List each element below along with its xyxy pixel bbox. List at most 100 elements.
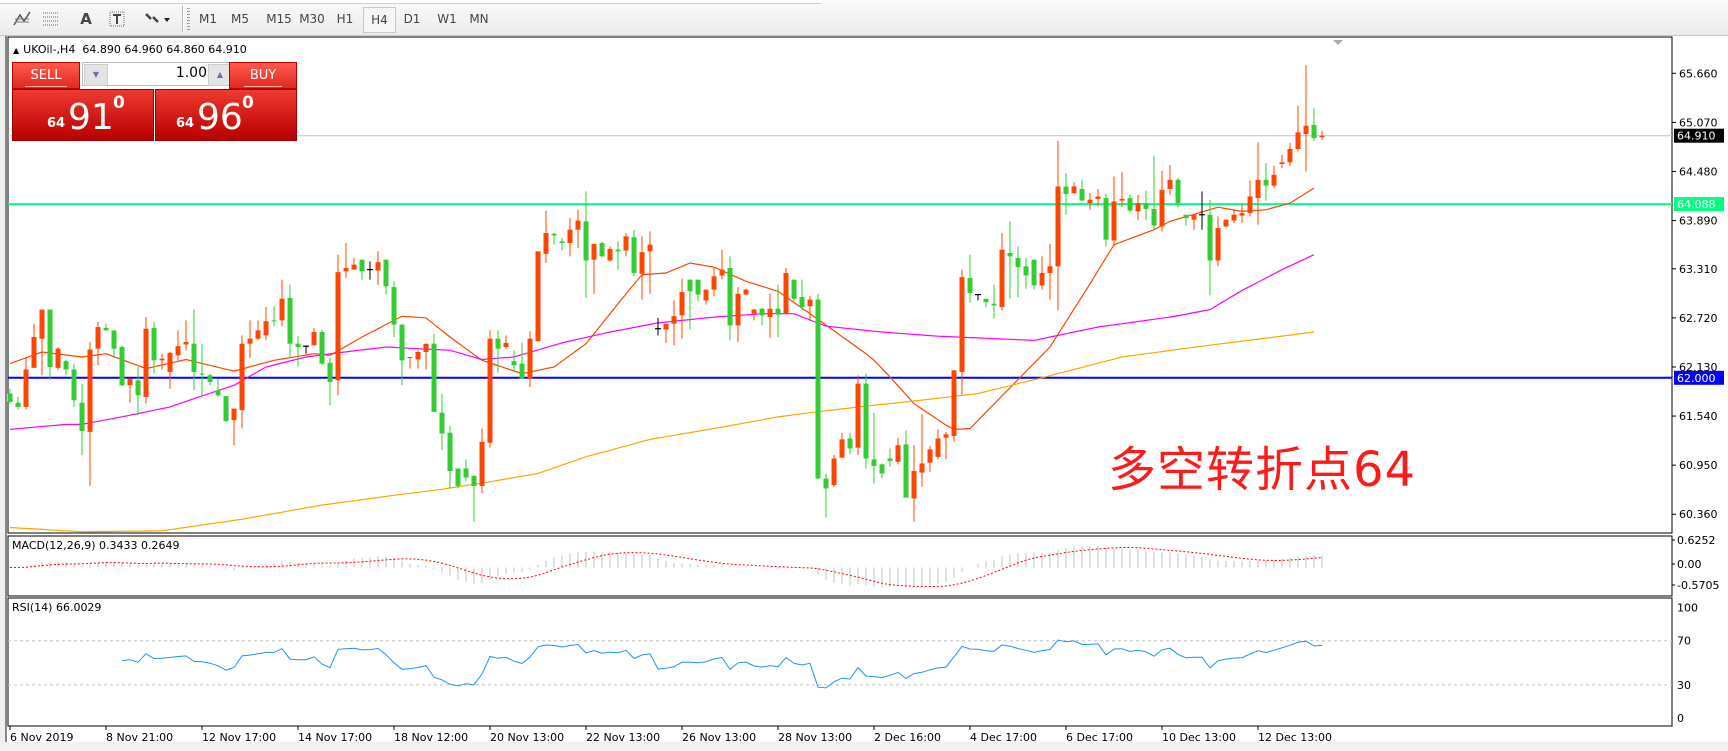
horizontal-level-label: 64.088	[1677, 198, 1716, 211]
horizontal-level-badge	[1674, 370, 1724, 385]
moving-average-ma-mid	[9, 254, 1315, 430]
text-label-icon[interactable]	[108, 9, 126, 29]
time-tick-label: 8 Nov 21:00	[106, 731, 173, 744]
candle-body-bear	[207, 375, 213, 382]
time-tick-label: 26 Nov 13:00	[682, 731, 756, 744]
candle-body-bull	[783, 272, 789, 314]
candle-body-bear	[319, 332, 325, 364]
timeframe-h4[interactable]: H4	[363, 7, 396, 33]
candle-body-bull	[175, 346, 181, 356]
timeframe-m15[interactable]: M15	[266, 12, 292, 26]
toolbar-grip[interactable]	[187, 8, 190, 32]
chart-annotation: 多空转折点64	[1108, 442, 1417, 498]
candle-body-bear	[583, 221, 589, 261]
horizontal-level-badge	[1674, 197, 1724, 212]
candle-body-bull	[423, 343, 429, 353]
candle-body-bull	[831, 458, 837, 486]
buy-button[interactable]: BUY	[229, 62, 297, 89]
candle-body-bull	[1167, 179, 1173, 189]
ohlc-values: 64.890 64.960 64.860 64.910	[82, 43, 247, 56]
text-icon[interactable]: A	[80, 10, 92, 28]
candle-body-bull	[591, 243, 597, 260]
volume-down-icon[interactable]: ▼	[84, 64, 108, 86]
volume-input[interactable]	[109, 64, 211, 82]
candle-body-bear	[815, 299, 821, 479]
main-pane-frame	[7, 36, 1673, 534]
macd-axis-label: -0.5705	[1677, 579, 1719, 592]
candle-body-bull	[1071, 186, 1077, 194]
sell-price-box[interactable]: 64 91 0	[12, 89, 154, 141]
candle-body-bull	[895, 445, 901, 462]
sell-button[interactable]: SELL	[12, 62, 80, 89]
candle-body-bear	[1183, 214, 1189, 219]
candle-body-bear	[991, 303, 997, 306]
candle-body-bull	[927, 449, 933, 463]
timeframe-m1[interactable]: M1	[199, 12, 217, 26]
candle-body-bear	[7, 393, 13, 402]
candle-body-bull	[407, 356, 413, 358]
timeframe-w1[interactable]: W1	[437, 12, 457, 26]
candle-body-bull	[751, 309, 757, 314]
candle-body-bear	[103, 327, 109, 331]
price-tick-label: 65.070	[1679, 116, 1718, 129]
candle-body-bull	[487, 338, 493, 443]
timeframe-mn[interactable]: MN	[469, 12, 489, 26]
candle-body-bull	[1239, 213, 1245, 216]
time-tick-label: 14 Nov 17:00	[298, 731, 372, 744]
candle-body-bull	[1231, 214, 1237, 221]
candle-body-bull	[1119, 198, 1125, 201]
time-tick-label: 18 Nov 12:00	[394, 731, 468, 744]
time-tick-label: 12 Nov 17:00	[202, 731, 276, 744]
timeframe-m30[interactable]: M30	[299, 12, 325, 26]
candle-body-bear	[727, 267, 733, 326]
candle-body-bear	[871, 459, 877, 466]
candle-body-bull	[1303, 125, 1309, 135]
candle-body-bull	[1095, 196, 1101, 199]
rsi-axis-label: 100	[1677, 602, 1698, 615]
candle-body-bear	[615, 249, 621, 252]
arrows-icon[interactable]	[143, 9, 173, 29]
candle-body-bull	[703, 289, 709, 301]
rsi-line	[121, 639, 1323, 689]
time-tick-label: 6 Dec 17:00	[1066, 731, 1133, 744]
collapse-triangle-icon[interactable]: ▲	[13, 46, 20, 55]
candle-body-bull	[31, 337, 37, 368]
candle-body-bear	[383, 259, 389, 287]
volume-stepper[interactable]: ▼ ▲	[82, 62, 234, 86]
candle-body-bear	[1007, 253, 1013, 257]
timeframe-m5[interactable]: M5	[231, 12, 249, 26]
buy-price-box[interactable]: 64 96 0	[155, 89, 297, 141]
candle-body-bear	[463, 468, 469, 478]
candle-body-bear	[1263, 179, 1269, 186]
buy-price-sup: 0	[242, 93, 254, 113]
candle-body-bull	[735, 293, 741, 326]
time-tick-label: 4 Dec 17:00	[970, 731, 1037, 744]
candle-body-bear	[1103, 198, 1109, 240]
elliott-wave-icon[interactable]	[11, 9, 33, 29]
candle-body-bear	[511, 361, 517, 366]
candle-body-bear	[1063, 186, 1069, 194]
candle-body-bull	[959, 277, 965, 372]
candle-body-bull	[415, 352, 421, 360]
candle-body-bull	[911, 470, 917, 499]
timeframe-d1[interactable]: D1	[403, 12, 421, 26]
candle-body-bear	[1015, 257, 1021, 268]
candle-body-bull	[335, 272, 341, 381]
timeframe-h1[interactable]: H1	[336, 12, 354, 26]
candle-body-bear	[599, 243, 605, 257]
candle-body-bull	[1319, 135, 1325, 138]
candle-body-bear	[271, 320, 277, 322]
candle-body-bear	[287, 297, 293, 344]
candle-body-bull	[279, 298, 285, 321]
rsi-pane-frame	[7, 597, 1673, 727]
candle-body-bull	[39, 309, 45, 339]
candle-body-bull	[1047, 266, 1053, 273]
candle-body-bear	[903, 444, 909, 498]
candle-body-bear	[551, 233, 557, 236]
price-tick-label: 63.890	[1679, 215, 1718, 228]
candle-body-bear	[1175, 179, 1181, 204]
price-tick-label: 62.130	[1679, 361, 1718, 374]
candle-body-bull	[647, 244, 653, 252]
candle-body-bear	[847, 438, 853, 449]
